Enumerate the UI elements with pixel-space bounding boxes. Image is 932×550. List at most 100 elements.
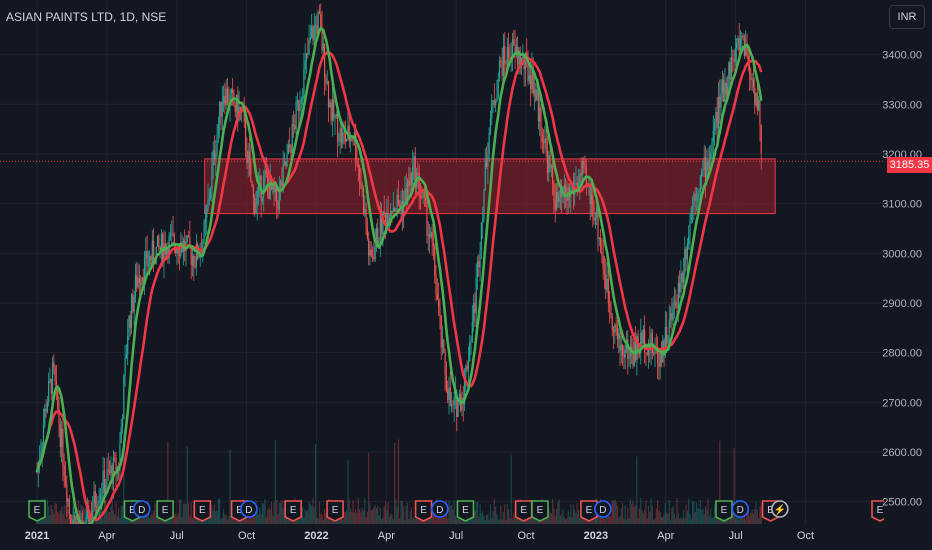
volume-bar xyxy=(63,505,65,524)
volume-bar xyxy=(272,515,274,524)
volume-bar xyxy=(750,513,752,524)
candle-body xyxy=(64,475,67,485)
candle-body xyxy=(360,179,362,189)
volume-bar xyxy=(167,441,169,524)
candle-body xyxy=(646,352,648,355)
candle-body xyxy=(304,60,306,69)
volume-bar xyxy=(410,507,413,524)
candle-body xyxy=(331,99,333,121)
volume-bar xyxy=(318,501,321,524)
volume-bar xyxy=(755,501,757,524)
volume-bar xyxy=(48,506,50,524)
candle-body xyxy=(754,87,756,106)
candle-body xyxy=(277,204,279,210)
currency-button[interactable]: INR xyxy=(889,5,925,29)
price-axis-background xyxy=(884,0,932,550)
volume-bar xyxy=(184,503,186,524)
candle-body xyxy=(427,234,429,236)
y-tick-label: 2900.00 xyxy=(882,298,922,310)
volume-bar xyxy=(561,513,563,524)
volume-bar xyxy=(112,510,115,524)
x-tick-label: Jul xyxy=(449,530,463,542)
candle-body xyxy=(594,218,596,221)
candle-body xyxy=(452,404,454,406)
volume-bar xyxy=(660,517,663,524)
candle-body xyxy=(555,192,558,210)
candle-body xyxy=(609,303,611,307)
volume-bar xyxy=(417,519,419,524)
candle-body xyxy=(750,74,752,81)
volume-bar xyxy=(577,510,580,524)
earnings-label: E xyxy=(236,505,243,516)
candle-body xyxy=(689,220,691,237)
candle-body xyxy=(250,161,252,182)
candle-body xyxy=(513,39,515,44)
volume-bar xyxy=(737,513,739,524)
volume-bar xyxy=(484,519,486,524)
volume-bar xyxy=(383,506,385,524)
volume-bar xyxy=(575,513,577,524)
volume-bar xyxy=(55,503,58,524)
dividend-marker: D xyxy=(132,500,151,518)
candle-body xyxy=(244,121,247,151)
event-markers[interactable]: E E D E E E D E E E D E E E E D E D E ⚡ E xyxy=(28,500,889,522)
candle-body xyxy=(40,450,42,459)
earnings-label: E xyxy=(199,505,206,516)
candle-body xyxy=(690,208,692,221)
candle-body xyxy=(732,58,734,60)
candle-body xyxy=(338,141,340,143)
volume-bar xyxy=(620,508,622,524)
volume-bar xyxy=(550,513,552,524)
candle-body xyxy=(89,515,91,529)
volume-bar xyxy=(649,512,651,524)
volume-bar xyxy=(397,439,400,524)
candle-body xyxy=(202,240,204,253)
candle-body xyxy=(450,404,453,406)
candle-body xyxy=(163,243,165,262)
candle-body xyxy=(680,273,682,293)
candle-body xyxy=(370,249,372,256)
candle-body xyxy=(746,44,748,57)
candle-body xyxy=(364,208,366,214)
volume-bar xyxy=(265,516,267,524)
volume-bar xyxy=(121,505,124,524)
price-axis[interactable]: 2500.00 2600.00 2700.00 2800.00 2900.00 3000.… xyxy=(882,0,932,550)
candle-body xyxy=(748,65,751,75)
candle-body xyxy=(624,349,626,358)
candle-body xyxy=(225,88,227,106)
volume-bar xyxy=(549,512,551,524)
earnings-label: E xyxy=(767,505,774,516)
volume-bar xyxy=(50,505,52,524)
earnings-label: E xyxy=(129,505,136,516)
candle-body xyxy=(156,235,159,247)
volume-bar xyxy=(326,512,328,524)
candle-body xyxy=(675,302,677,306)
candle-body xyxy=(755,93,757,106)
candle-body xyxy=(176,248,178,254)
volume-bar xyxy=(400,500,402,524)
volume-bar xyxy=(450,504,453,524)
time-axis-background xyxy=(0,524,932,550)
candle-body xyxy=(465,365,467,376)
candle-body xyxy=(115,457,117,474)
candle-body xyxy=(384,214,387,227)
volume-bar xyxy=(308,502,310,524)
candle-body xyxy=(336,114,339,142)
volume-bar xyxy=(546,517,549,524)
volume-bar xyxy=(482,511,484,524)
volume-bar xyxy=(414,518,416,524)
volume-bar xyxy=(559,515,562,524)
volume-bar xyxy=(610,515,612,524)
volume-bar xyxy=(115,502,117,524)
volume-bar xyxy=(474,511,476,524)
candle-body xyxy=(448,387,450,401)
candle-body xyxy=(229,93,231,105)
time-axis[interactable]: 2021 Apr Jul Oct 2022 Apr Jul Oct 2023 Apr Jul Oct xyxy=(0,524,932,550)
candle-body xyxy=(682,273,685,283)
candle-body xyxy=(291,124,293,153)
candle-body xyxy=(103,470,105,493)
candle-body xyxy=(436,294,438,300)
candle-body xyxy=(611,316,613,330)
volume-bar xyxy=(504,504,506,524)
